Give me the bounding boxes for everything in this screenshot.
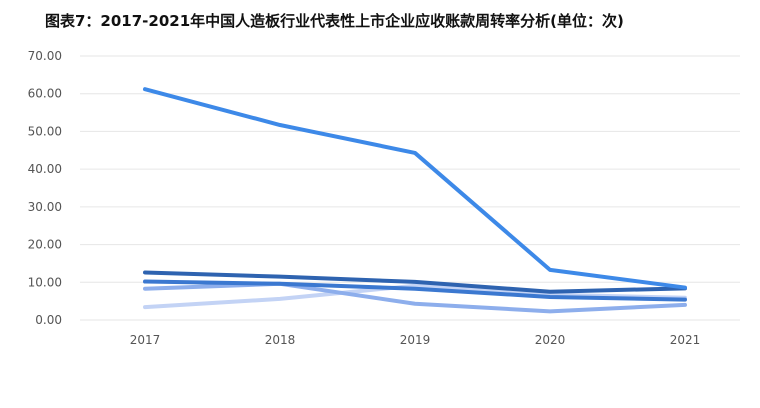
x-tick-label: 2018 xyxy=(265,333,296,347)
x-tick-label: 2021 xyxy=(670,333,701,347)
y-tick-label: 10.00 xyxy=(28,275,62,289)
series-line-4 xyxy=(143,281,687,314)
x-tick-label: 2020 xyxy=(535,333,566,347)
y-tick-label: 20.00 xyxy=(28,238,62,252)
y-tick-label: 30.00 xyxy=(28,200,62,214)
series-line-3 xyxy=(143,279,687,302)
y-tick-label: 0.00 xyxy=(35,313,62,327)
series-line-1 xyxy=(143,87,687,290)
y-tick-label: 50.00 xyxy=(28,124,62,138)
series-line-5 xyxy=(143,283,687,310)
x-tick-label: 2019 xyxy=(400,333,431,347)
y-tick-label: 70.00 xyxy=(28,49,62,63)
series-line-2 xyxy=(143,270,687,294)
y-tick-label: 60.00 xyxy=(28,87,62,101)
y-tick-label: 40.00 xyxy=(28,162,62,176)
chart-title: 图表7：2017-2021年中国人造板行业代表性上市企业应收账款周转率分析(单位… xyxy=(45,12,624,30)
x-tick-label: 2017 xyxy=(130,333,161,347)
